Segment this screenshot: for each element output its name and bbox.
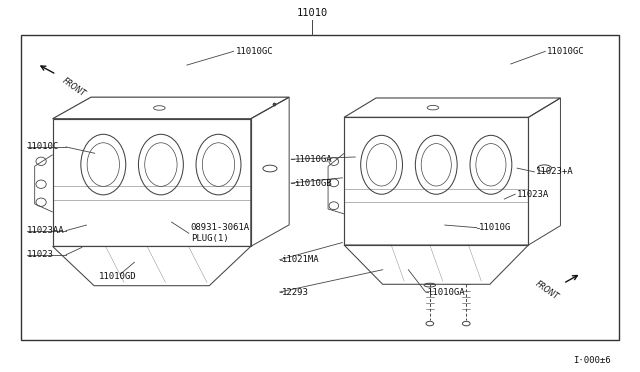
- Text: 11010C: 11010C: [27, 142, 59, 151]
- Text: 11010GC: 11010GC: [236, 47, 273, 56]
- Text: PLUG(1): PLUG(1): [191, 234, 228, 243]
- Text: 11023A: 11023A: [517, 190, 549, 199]
- Text: 12293: 12293: [282, 288, 308, 296]
- Text: 11010GA: 11010GA: [294, 155, 332, 164]
- Text: 11023AA: 11023AA: [27, 226, 65, 235]
- Text: 11010: 11010: [297, 8, 328, 18]
- Text: FRONT: FRONT: [534, 280, 560, 302]
- Text: l1010GA: l1010GA: [428, 288, 465, 296]
- Text: 11010GC: 11010GC: [547, 47, 585, 56]
- Text: 11023+A: 11023+A: [536, 167, 574, 176]
- Text: 08931-3061A: 08931-3061A: [191, 223, 250, 232]
- Text: 11010GD: 11010GD: [99, 272, 137, 280]
- Text: 11023: 11023: [27, 250, 54, 259]
- Text: FRONT: FRONT: [60, 77, 86, 99]
- Bar: [21, 35, 619, 340]
- Text: i1021MA: i1021MA: [282, 255, 319, 264]
- Text: I·000±6: I·000±6: [573, 356, 611, 365]
- Text: i1010GB: i1010GB: [294, 179, 332, 187]
- Text: 11010G: 11010G: [479, 223, 511, 232]
